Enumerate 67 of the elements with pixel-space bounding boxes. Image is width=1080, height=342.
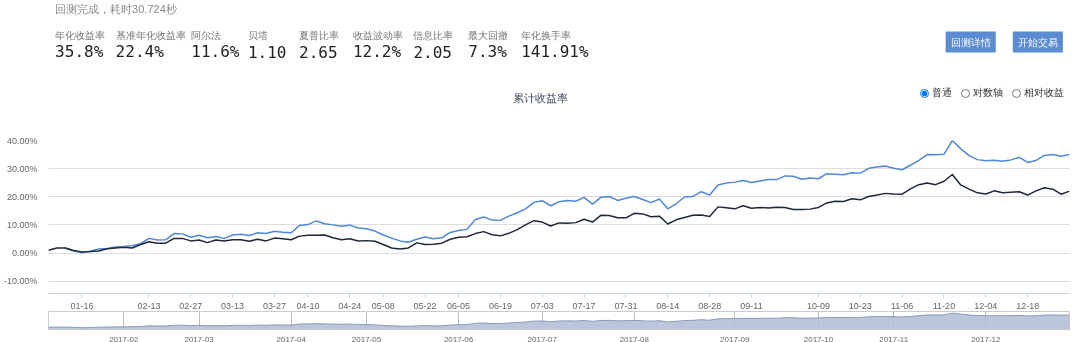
text: 信息比率 [413, 30, 454, 41]
line-series [48, 173, 1070, 253]
text: 阿尔法 [191, 30, 222, 41]
x-tick-label: 2017-05 [351, 334, 382, 342]
line-series [64, 140, 1070, 254]
text: 12.2% [352, 42, 402, 61]
x-tick-label: 05-22 [413, 300, 437, 311]
text: 基准年化收益率 [115, 30, 186, 41]
x-tick-label: 07-31 [614, 300, 638, 311]
x-tick-label: 06-05 [447, 300, 471, 311]
x-tick-label: 2017-10 [803, 334, 834, 342]
x-tick-label: 2017-12 [971, 334, 1002, 342]
text: 最大回撤 [468, 30, 509, 41]
text: 夏普比率 [299, 30, 340, 41]
x-tick-label: 08-28 [698, 300, 722, 311]
text: 141.91% [521, 42, 589, 61]
y-tick-label: 30.00% [6, 163, 38, 174]
text: 1.10 [247, 42, 287, 62]
text: 对数轴 [973, 87, 1003, 98]
x-tick-label: 2017-11 [879, 334, 909, 342]
x-tick-label: 01-16 [70, 300, 94, 311]
text: 开始交易 [1017, 36, 1058, 48]
x-tick-label: 04-10 [296, 300, 320, 311]
y-tick-label: 0.00% [11, 248, 38, 258]
x-tick-label: 07-03 [530, 300, 554, 311]
text: 7.3% [468, 42, 508, 61]
text: 2.65 [299, 42, 338, 62]
x-tick-label: 02-13 [137, 300, 161, 311]
x-tick-label: 2017-02 [109, 334, 140, 342]
x-tick-label: 12-04 [974, 300, 998, 311]
text: 11.6% [191, 42, 240, 61]
y-tick-label: 40.00% [6, 135, 38, 146]
x-tick-label: 2017-08 [619, 334, 650, 342]
x-tick-label: 10-09 [806, 300, 830, 311]
x-tick-label: 2017-07 [527, 334, 558, 342]
x-tick-label: 03-27 [262, 300, 286, 311]
text: 回测详情 [950, 36, 991, 48]
x-tick-label: 11-06 [890, 300, 914, 311]
text: 回测完成，耗时30.724秒 [55, 2, 177, 15]
x-tick-label: 02-27 [179, 300, 203, 311]
text: 年化换手率 [521, 30, 572, 41]
chart-title: 累计收益率 [513, 91, 568, 104]
text: 贝塔 [247, 30, 268, 41]
x-tick-label: 08-14 [656, 300, 680, 311]
y-tick-label: -10.00% [3, 276, 38, 287]
text: 22.4% [115, 42, 165, 61]
text: 年化收益率 [55, 30, 106, 41]
text: 相对收益 [1024, 87, 1064, 98]
text: 35.8% [55, 42, 104, 61]
x-tick-label: 2017-09 [720, 334, 750, 342]
x-tick-label: 05-08 [371, 300, 395, 311]
y-tick-label: 10.00% [6, 219, 38, 230]
text: 收益波动率 [352, 30, 403, 41]
x-tick-label: 2017-06 [443, 334, 474, 342]
x-tick-label: 11-20 [932, 300, 956, 311]
y-tick-label: 20.00% [6, 191, 38, 202]
text: 普通 [932, 87, 952, 98]
x-tick-label: 03-13 [221, 300, 245, 311]
text: 2.05 [413, 42, 452, 62]
x-tick-label: 07-17 [572, 300, 596, 311]
x-tick-label: 10-23 [848, 300, 872, 311]
x-tick-label: 09-11 [740, 300, 763, 311]
x-tick-label: 04-24 [338, 300, 362, 311]
x-tick-label: 2017-03 [184, 334, 215, 342]
x-tick-label: 12-18 [1016, 300, 1040, 311]
x-tick-label: 2017-04 [276, 334, 307, 342]
x-tick-label: 06-19 [488, 300, 512, 311]
